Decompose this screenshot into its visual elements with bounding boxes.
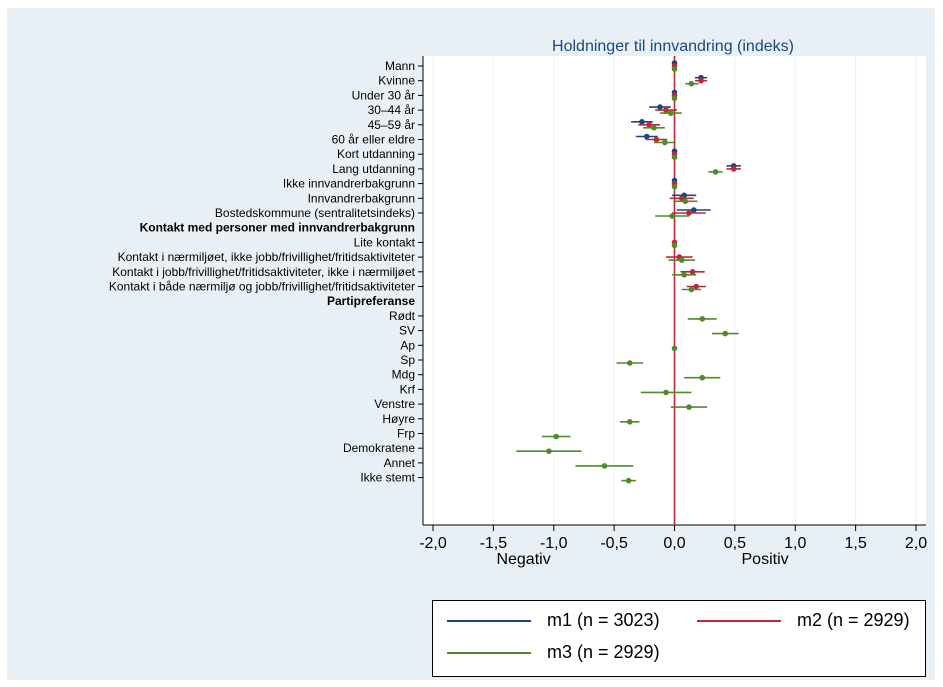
legend-label-m3: m3 (n = 2929) [547, 642, 660, 662]
point-m3 [627, 360, 633, 366]
legend-item-m2: m2 (n = 2929) [697, 610, 922, 632]
point-m3 [688, 286, 695, 293]
row-label: Krf [400, 382, 416, 396]
point-m3 [671, 345, 678, 352]
chart-panel: -2,0 -1,5 -1,0 -0,5 0,0 0,5 1,0 1,5 2,0 Negativ Po… [7, 8, 935, 680]
row-label: Mann [385, 59, 415, 73]
row-label: Venstre [374, 397, 415, 411]
legend-label-m2: m2 (n = 2929) [797, 610, 910, 630]
point-m3 [671, 183, 678, 190]
x-tick-label: -0,5 [600, 535, 628, 552]
x-tick-label: -2,0 [419, 535, 447, 552]
row-label: 30–44 år [368, 103, 415, 117]
x-axis-left-label: Negativ [496, 551, 550, 568]
x-tick-label: 1,0 [784, 535, 806, 552]
row-label: Innvandrerbakgrunn [308, 191, 415, 205]
row-label: 45–59 år [368, 118, 415, 132]
point-m3 [546, 448, 552, 455]
row-label: Annet [384, 456, 416, 470]
point-m3 [682, 198, 689, 205]
point-m3 [669, 213, 675, 219]
row-label: Kontakt i nærmiljøet, ikke jobb/frivilli… [118, 250, 415, 264]
row-label: Sp [400, 353, 415, 367]
x-tick-label: 0,5 [724, 535, 746, 552]
row-label: Høyre [382, 412, 415, 426]
row-label: Kort utdanning [337, 147, 415, 161]
row-label: 60 år eller eldre [332, 133, 416, 147]
row-heading: Kontakt med personer med innvandrerbakgr… [140, 221, 415, 235]
point-m1 [639, 119, 645, 125]
row-label: Bostedskommune (sentralitetsindeks) [215, 206, 415, 220]
legend-line-m3 [447, 652, 531, 654]
legend-label-m1: m1 (n = 3023) [547, 610, 660, 630]
x-tick-label: -1,5 [480, 535, 508, 552]
x-tick-label: -1,0 [540, 535, 568, 552]
row-heading: Partipreferanse [327, 294, 415, 308]
legend-item-m3: m3 (n = 2929) [447, 642, 677, 664]
point-m3 [651, 125, 657, 131]
point-m3 [681, 272, 687, 278]
point-m3 [625, 477, 632, 484]
point-m3 [662, 139, 668, 146]
point-m3 [686, 404, 692, 410]
point-m3 [627, 419, 633, 425]
point-m3 [671, 154, 678, 160]
point-m3 [688, 80, 695, 87]
point-m1 [657, 104, 663, 110]
point-m3 [678, 257, 685, 263]
point-m3 [663, 389, 669, 396]
point-m2 [698, 77, 704, 84]
legend-item-m1: m1 (n = 3023) [447, 610, 677, 632]
row-label: Ikke innvandrerbakgrunn [283, 177, 415, 191]
legend-line-m2 [697, 620, 781, 622]
chart-title: Holdninger til innvandring (indeks) [552, 38, 794, 55]
x-tick-label: 0,0 [663, 535, 685, 552]
row-label: Kontakt i både nærmiljø og jobb/frivilli… [109, 280, 415, 294]
point-m3 [671, 242, 678, 249]
x-tick-label: 2,0 [905, 535, 927, 552]
legend: m1 (n = 3023) m2 (n = 2929) m3 (n = 2929… [432, 600, 926, 677]
point-m3 [601, 463, 608, 469]
point-m2 [663, 107, 669, 113]
row-label: SV [399, 324, 415, 338]
row-label: Rødt [389, 309, 416, 323]
point-m2 [693, 283, 700, 290]
point-m3 [722, 330, 729, 337]
x-tick-label: 1,5 [845, 535, 867, 552]
row-label: Lite kontakt [354, 235, 416, 249]
point-m3 [671, 66, 678, 72]
point-m3 [712, 169, 719, 175]
point-m3 [699, 374, 706, 381]
row-label: Ap [400, 338, 415, 352]
row-label: Mdg [392, 368, 415, 382]
point-m3 [699, 316, 706, 322]
point-m3 [671, 95, 678, 102]
point-m2 [646, 122, 652, 128]
row-label: Demokratene [343, 441, 415, 455]
point-m3 [553, 433, 559, 440]
coefficient-plot: -2,0 -1,5 -1,0 -0,5 0,0 0,5 1,0 1,5 2,0 Negativ Po… [109, 38, 927, 568]
point-m1 [643, 133, 650, 140]
point-m3 [668, 110, 674, 116]
row-label: Kvinne [378, 74, 415, 88]
row-label: Kontakt i jobb/frivillighet/fritidsaktiv… [112, 265, 415, 279]
point-m2 [653, 136, 660, 143]
point-m2 [730, 166, 737, 172]
point-m2 [686, 210, 692, 216]
row-label: Ikke stemt [360, 471, 415, 485]
legend-line-m1 [447, 620, 531, 622]
point-m1 [691, 207, 697, 213]
x-axis-right-label: Positiv [742, 551, 789, 568]
row-label: Frp [397, 427, 415, 441]
point-m2 [689, 269, 696, 275]
row-label: Under 30 år [352, 88, 415, 102]
row-label: Lang utdanning [332, 162, 415, 176]
